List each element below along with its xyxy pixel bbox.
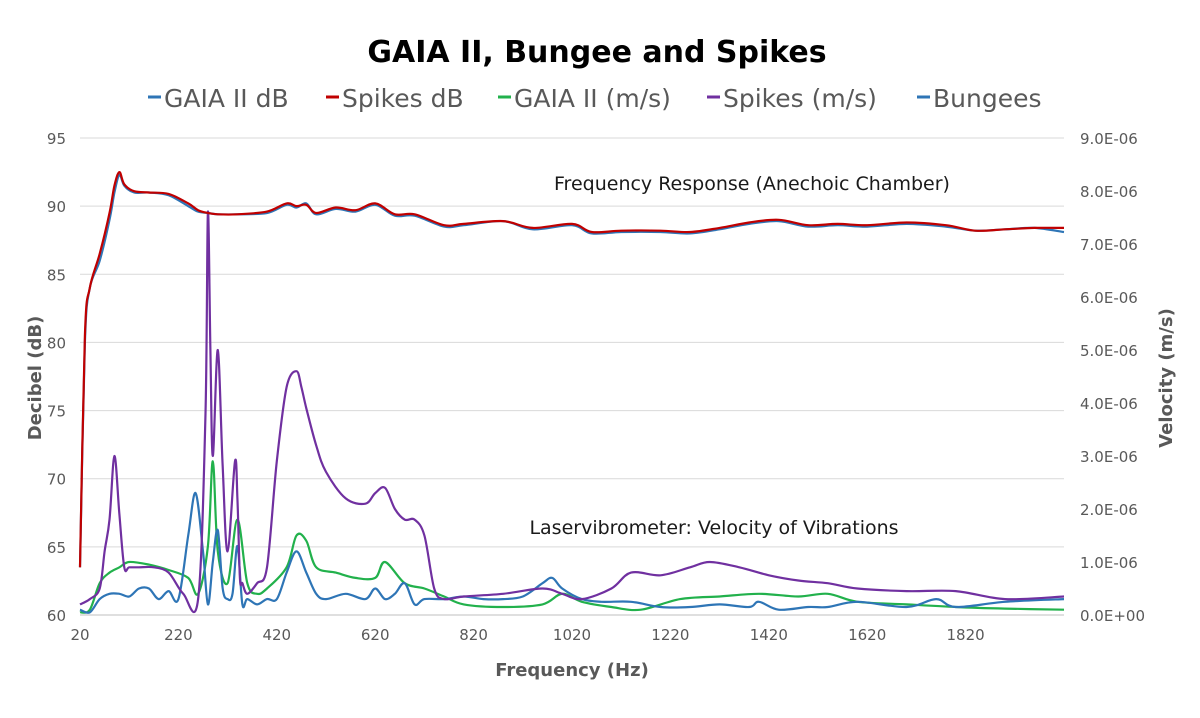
x-axis-label: Frequency (Hz) — [495, 660, 649, 681]
y-tick-label: 65 — [47, 539, 66, 557]
x-tick-label: 1620 — [848, 626, 886, 644]
y-tick-label: 75 — [47, 403, 66, 421]
y-right-tick-label: 3.0E-06 — [1080, 448, 1138, 466]
y-right-tick-label: 5.0E-06 — [1080, 342, 1138, 360]
y-right-tick-label: 4.0E-06 — [1080, 395, 1138, 413]
legend-label: GAIA II (m/s) — [514, 84, 671, 113]
legend-label: Spikes (m/s) — [723, 84, 877, 113]
y-tick-label: 70 — [47, 471, 66, 489]
x-tick-label: 420 — [262, 626, 291, 644]
x-tick-label: 1820 — [947, 626, 985, 644]
series-lines — [78, 170, 1065, 614]
gridlines — [80, 137, 1064, 616]
x-axis-ticks: 20 220 420 620 820 1020 1220 1420 1620 1820 — [70, 626, 984, 644]
x-tick-label: 1020 — [553, 626, 591, 644]
legend-label: Bungees — [933, 84, 1042, 113]
y-tick-label: 60 — [47, 607, 66, 625]
legend: GAIA II dB Spikes dB GAIA II (m/s) Spikes (… — [148, 84, 1042, 113]
x-tick-label: 1420 — [750, 626, 788, 644]
legend-label: Spikes dB — [342, 84, 464, 113]
y-right-tick-label: 1.0E-06 — [1080, 554, 1138, 572]
y-tick-label: 85 — [47, 266, 66, 284]
chart-title: GAIA II, Bungee and Spikes — [367, 35, 826, 70]
y-axis-ticks: 60 65 70 75 80 85 90 95 — [47, 130, 66, 625]
x-tick-label: 820 — [459, 626, 488, 644]
x-tick-label: 1220 — [651, 626, 689, 644]
y-axis-label: Decibel (dB) — [25, 316, 46, 441]
y-axis-right-label: Velocity (m/s) — [1156, 308, 1177, 448]
y-axis-right-ticks: 0.0E+00 1.0E-06 2.0E-06 3.0E-06 4.0E-06 5.0E-… — [1080, 130, 1145, 625]
y-right-tick-label: 9.0E-06 — [1080, 130, 1138, 148]
series-line-spikes-m-s — [79, 210, 1065, 614]
y-right-tick-label: 8.0E-06 — [1080, 183, 1138, 201]
y-tick-label: 95 — [47, 130, 66, 148]
y-right-tick-label: 0.0E+00 — [1080, 607, 1145, 625]
y-tick-label: 80 — [47, 334, 66, 352]
x-tick-label: 620 — [361, 626, 390, 644]
y-tick-label: 90 — [47, 198, 66, 216]
annotation-laservibrometer: Laservibrometer: Velocity of Vibrations — [529, 517, 898, 539]
series-line-spikes-db — [78, 170, 1065, 568]
x-tick-label: 220 — [164, 626, 193, 644]
annotation-frequency-response: Frequency Response (Anechoic Chamber) — [554, 173, 950, 195]
y-right-tick-label: 6.0E-06 — [1080, 289, 1138, 307]
legend-label: GAIA II dB — [164, 84, 289, 113]
x-tick-label: 20 — [70, 626, 89, 644]
y-right-tick-label: 7.0E-06 — [1080, 236, 1138, 254]
series-line-gaia-ii-db — [78, 173, 1065, 568]
series-line-bungees — [79, 491, 1065, 614]
y-right-tick-label: 2.0E-06 — [1080, 501, 1138, 519]
series-line-gaia-ii-m-s — [79, 460, 1065, 614]
